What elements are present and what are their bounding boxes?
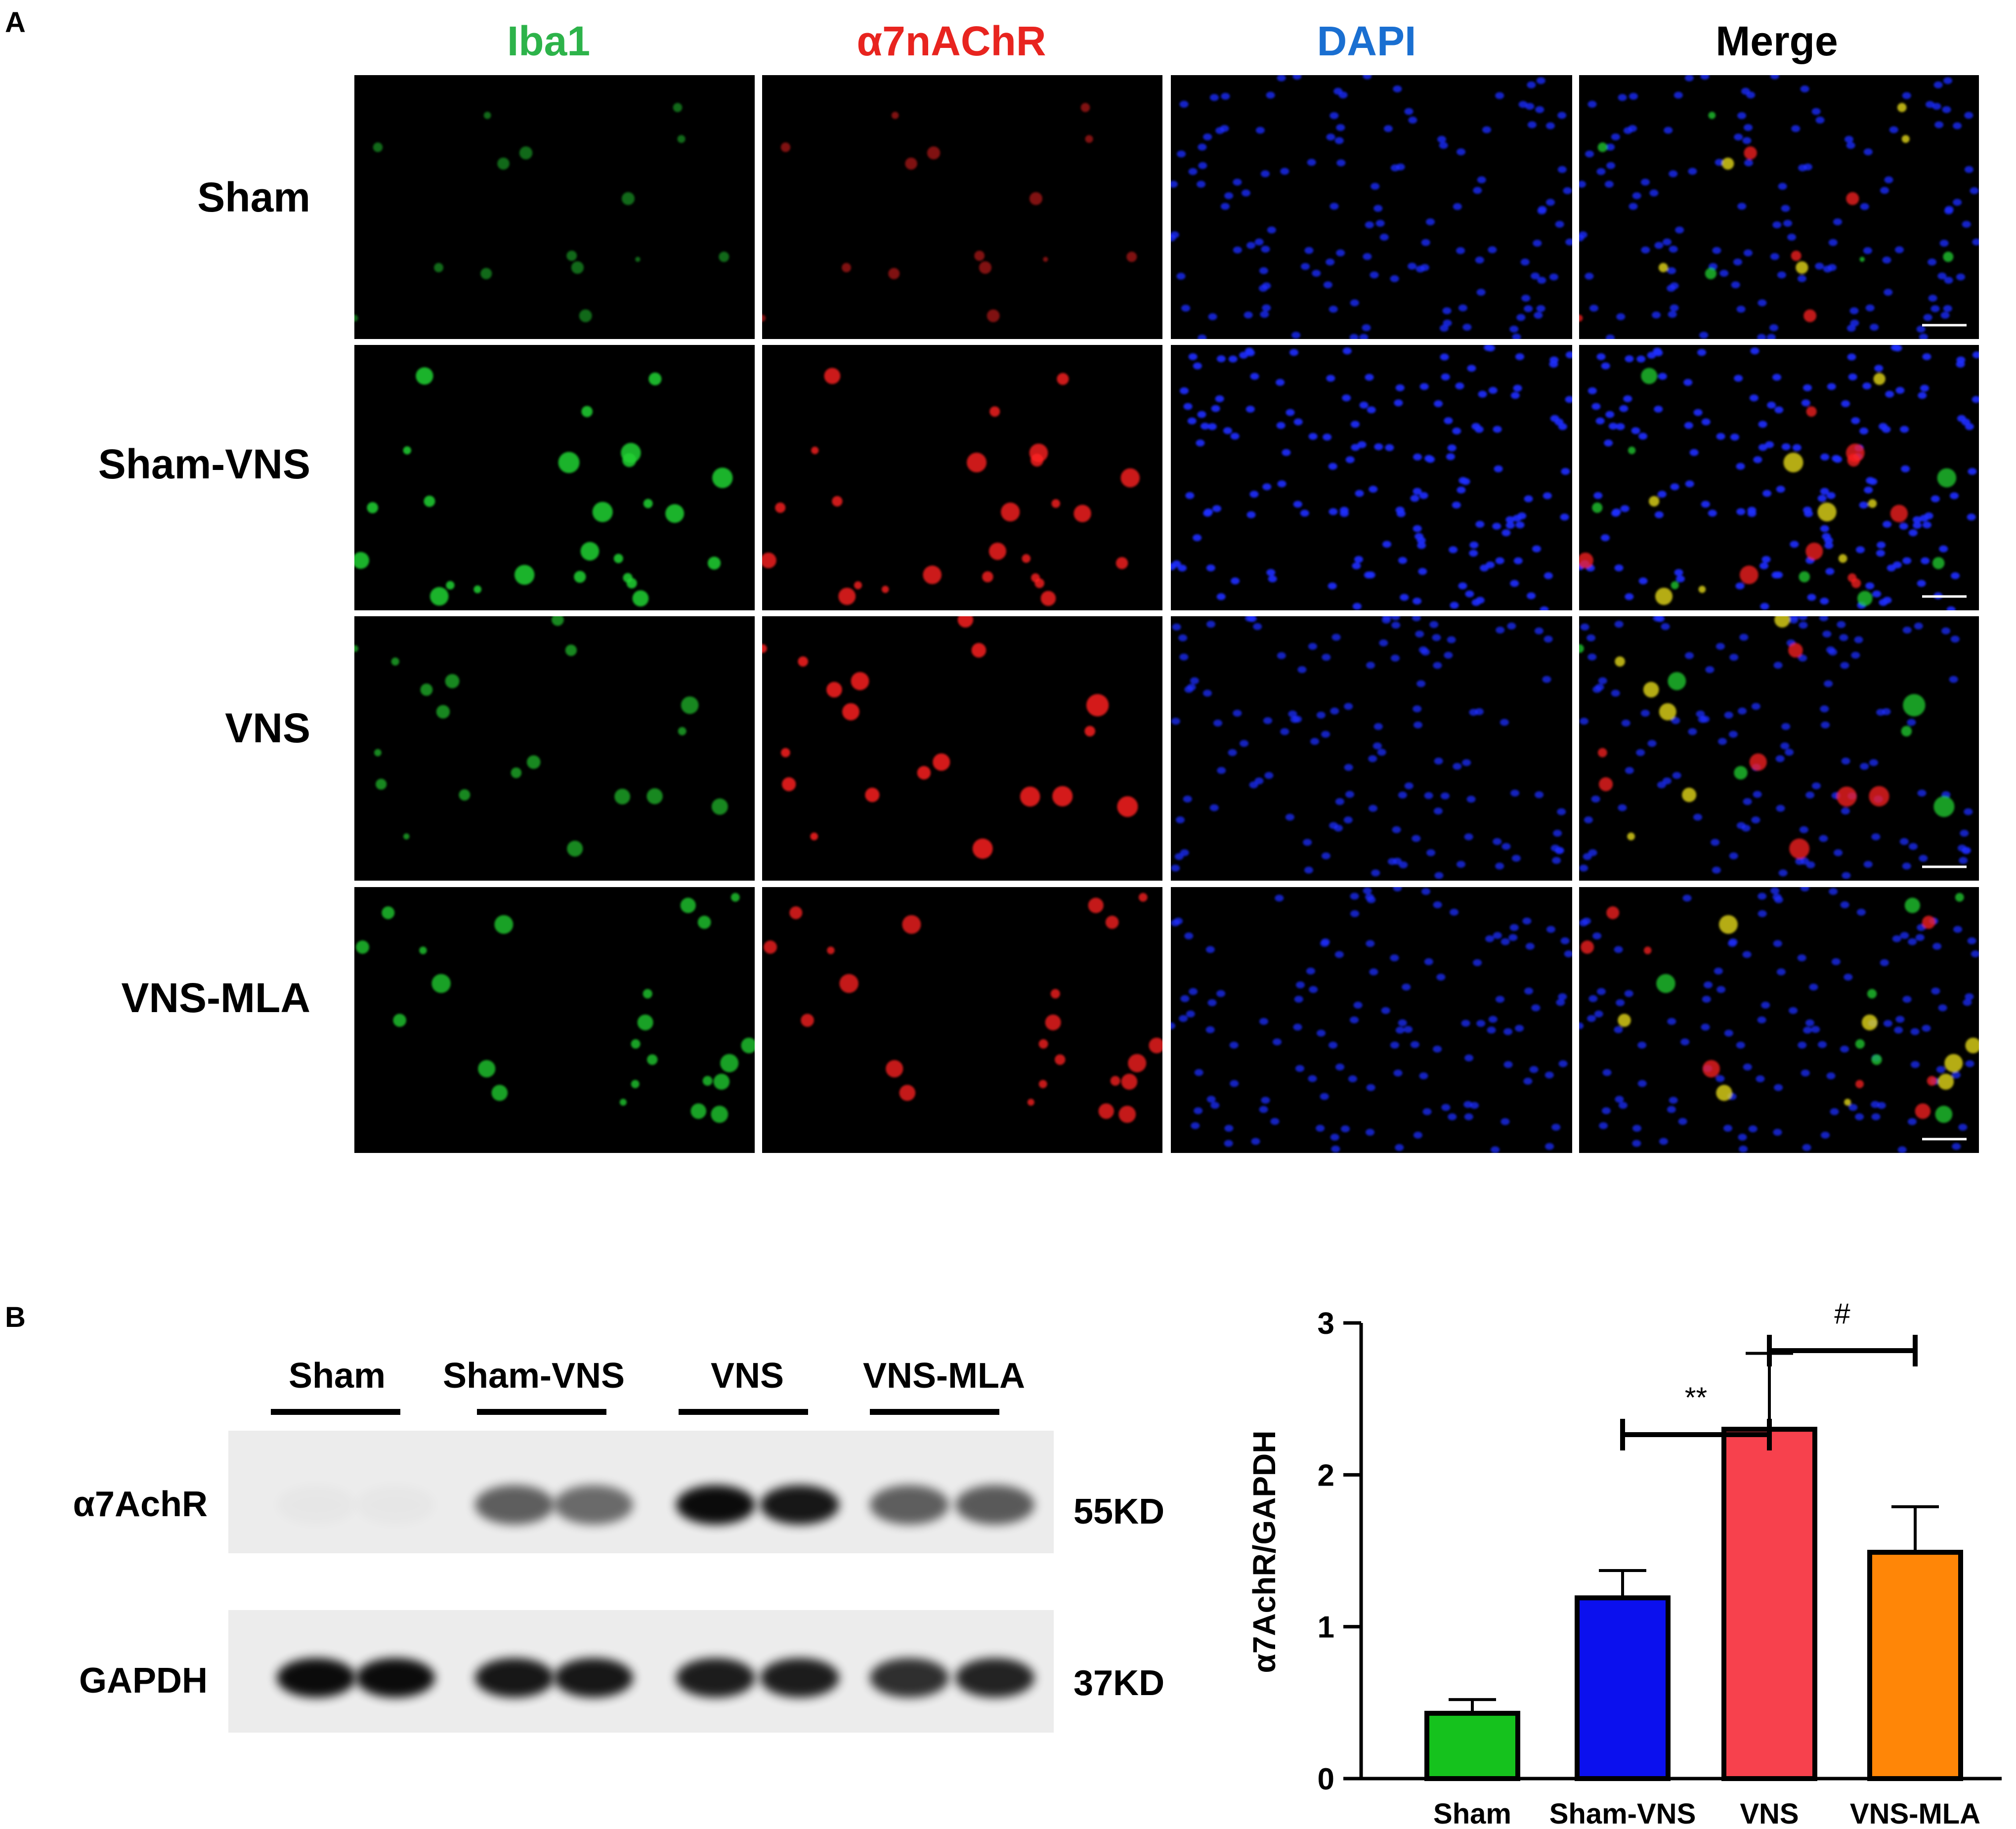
protein-label-gapdh: GAPDH (79, 1661, 208, 1701)
band-7achr-lane-2 (356, 1485, 435, 1525)
y-tick-label-1: 1 (1318, 1611, 1334, 1645)
row-labels: Sham Sham-VNS VNS VNS-MLA (98, 174, 310, 1021)
micrograph-sham-green (354, 75, 755, 339)
band-7achr-lane-1 (277, 1485, 356, 1525)
band-7achr-lane-4 (554, 1485, 633, 1525)
band-7achr-lane-5 (676, 1485, 755, 1525)
micrograph-vns-red (762, 616, 1162, 881)
bar-vns-mla (1867, 1550, 1963, 1781)
bar-sham (1424, 1710, 1520, 1782)
micrograph-vns-mla-merge (1579, 887, 1979, 1153)
y-tick-label-2: 2 (1318, 1458, 1334, 1492)
micrograph-sham-vns-blue (1171, 345, 1572, 610)
micrograph-sham-blue (1171, 75, 1572, 339)
blot-group-labels: Sham Sham-VNS VNS VNS-MLA (289, 1356, 1025, 1396)
band-7achr-lane-6 (760, 1485, 839, 1525)
significance-vns-vns-mla: # (1767, 1298, 1918, 1366)
blot-bands (277, 1485, 1034, 1698)
column-header-merge: Merge (1716, 18, 1838, 64)
band-7achr-lane-3 (475, 1485, 554, 1525)
band-gapdh-lane-6 (760, 1658, 839, 1698)
blot-group-label-vns-mla: VNS-MLA (863, 1356, 1025, 1396)
western-blot: Sham Sham-VNS VNS VNS-MLA α7AchR GAPDH 5… (73, 1356, 1164, 1733)
column-header-dapi: DAPI (1317, 18, 1416, 64)
significance-label: # (1834, 1298, 1850, 1330)
micrograph-sham-vns-merge (1579, 345, 1979, 610)
micrograph-sham-vns-green (354, 345, 755, 610)
band-7achr-lane-8 (955, 1485, 1034, 1525)
blot-group-label-vns: VNS (711, 1356, 784, 1396)
blot-group-label-sham: Sham (289, 1356, 386, 1396)
micrograph-vns-mla-red (762, 887, 1162, 1153)
bar-sham-vns (1575, 1595, 1671, 1782)
x-tick-label-vns: VNS (1740, 1798, 1799, 1829)
band-gapdh-lane-8 (955, 1658, 1034, 1698)
x-tick-labels: Sham Sham-VNS VNS VNS-MLA (1433, 1798, 1980, 1829)
band-7achr-lane-7 (870, 1485, 949, 1525)
row-label-vns-mla: VNS-MLA (121, 975, 310, 1021)
protein-size-a7achr: 55KD (1073, 1492, 1164, 1531)
panel-a-letter: A (5, 6, 26, 39)
micrograph-vns-green (354, 616, 755, 881)
column-headers: Iba1 α7nAChR DAPI Merge (507, 18, 1838, 64)
panel-b-letter: B (5, 1301, 26, 1333)
row-label-sham-vns: Sham-VNS (98, 441, 310, 487)
band-gapdh-lane-2 (356, 1658, 435, 1698)
micrograph-sham-merge (1579, 75, 1979, 339)
band-gapdh-lane-5 (676, 1658, 755, 1698)
y-tick-label-0: 0 (1318, 1762, 1334, 1796)
bars (1424, 1352, 1963, 1782)
band-gapdh-lane-4 (554, 1658, 633, 1698)
band-gapdh-lane-1 (277, 1658, 356, 1698)
micrograph-sham-red (762, 75, 1162, 339)
row-label-vns: VNS (225, 705, 310, 751)
micrograph-vns-mla-green (354, 887, 755, 1153)
x-tick-label-sham-vns: Sham-VNS (1549, 1798, 1696, 1829)
x-tick-label-vns-mla: VNS-MLA (1850, 1798, 1980, 1829)
column-header-iba1: Iba1 (507, 18, 590, 64)
significance-label: ** (1685, 1382, 1707, 1414)
micrograph-vns-mla-blue (1171, 887, 1572, 1153)
protein-label-a7achr: α7AchR (73, 1485, 208, 1524)
significance-sham-vns-vns: ** (1620, 1382, 1772, 1450)
micrograph-sham-vns-red (762, 345, 1162, 610)
y-axis-label: α7AchR/GAPDH (1246, 1431, 1282, 1673)
x-tick-label-sham: Sham (1433, 1798, 1511, 1829)
band-gapdh-lane-7 (870, 1658, 949, 1698)
row-label-sham: Sham (197, 174, 310, 220)
bar-chart: α7AchR/GAPDH 0 1 2 3 ** # Sham Sham-VNS VNS VNS… (1246, 1298, 2002, 1829)
micrograph-vns-merge (1579, 616, 1979, 881)
significance-brackets: ** # (1620, 1298, 1918, 1450)
micrograph-grid (354, 75, 1979, 1153)
protein-size-gapdh: 37KD (1073, 1663, 1164, 1703)
y-ticks: 0 1 2 3 (1318, 1307, 1361, 1796)
column-header-a7nachr: α7nAChR (857, 18, 1046, 64)
bar-vns (1721, 1427, 1817, 1781)
micrograph-vns-blue (1171, 616, 1572, 881)
blot-group-label-sham-vns: Sham-VNS (443, 1356, 625, 1396)
y-tick-label-3: 3 (1318, 1307, 1334, 1341)
band-gapdh-lane-3 (475, 1658, 554, 1698)
